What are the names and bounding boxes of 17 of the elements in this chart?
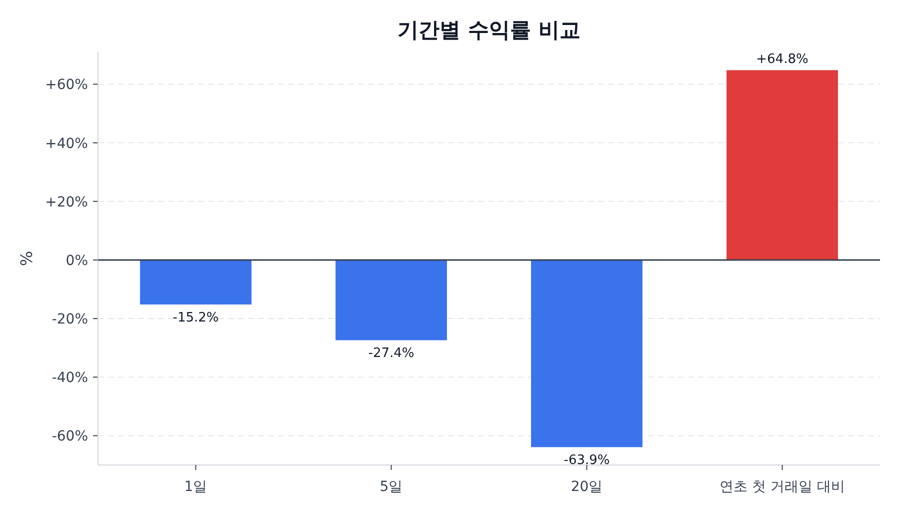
x-tick-label: 5일 bbox=[380, 479, 403, 495]
x-tick-label: 1일 bbox=[184, 479, 208, 495]
y-tick-label: +60% bbox=[45, 77, 88, 94]
data-label: -15.2% bbox=[172, 310, 219, 326]
y-tick-label: -60% bbox=[52, 428, 88, 445]
y-tick-label: +40% bbox=[45, 136, 88, 152]
x-tick-label: 20일 bbox=[570, 479, 603, 495]
data-label: -63.9% bbox=[564, 453, 610, 468]
y-tick-label: -40% bbox=[52, 370, 88, 386]
data-label: -27.4% bbox=[368, 346, 414, 362]
y-tick-label: 0% bbox=[66, 252, 88, 269]
title: 기간별 수익률 비교 bbox=[398, 18, 580, 42]
y-tick-label: -20% bbox=[52, 312, 88, 328]
y-axis-title: % bbox=[17, 250, 36, 266]
y-tick-label: +20% bbox=[45, 194, 88, 210]
data-label: +64.8% bbox=[756, 52, 808, 68]
x-tick-label: 연초 첫 거래일 대비 bbox=[720, 479, 845, 495]
